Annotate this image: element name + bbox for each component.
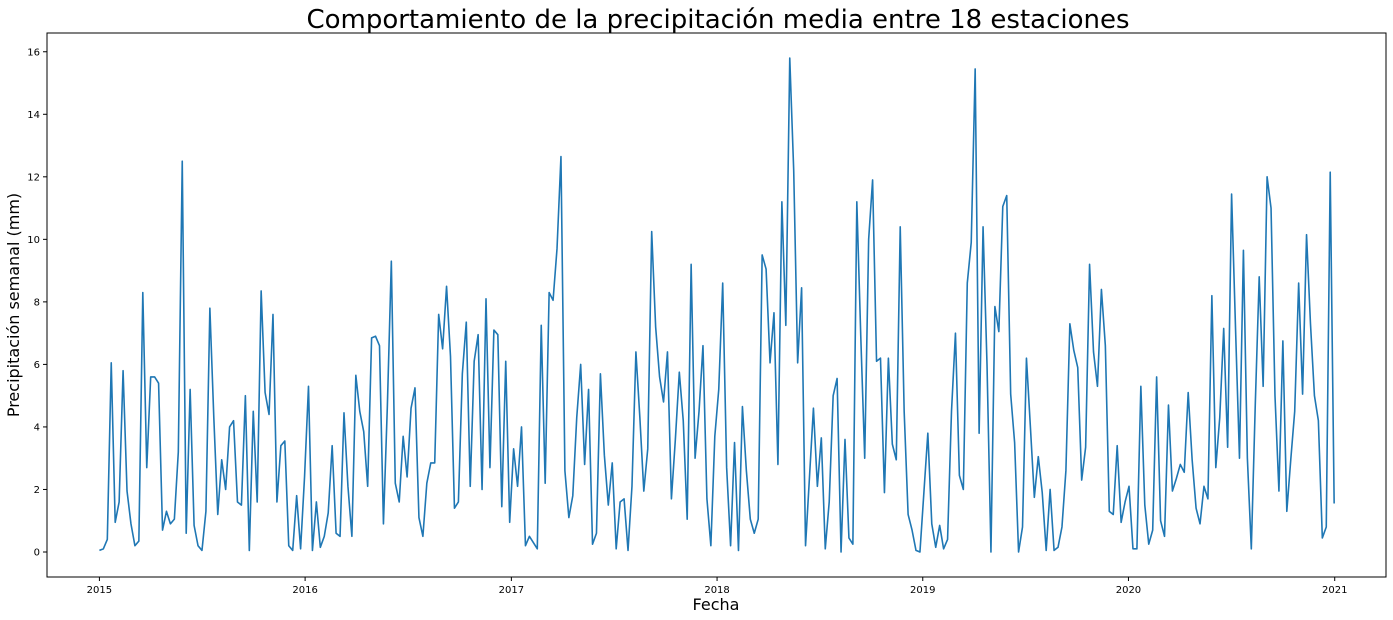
y-axis: 0 2 4 6 8 10 12 14 16 [27, 47, 47, 558]
y-tick-label: 12 [27, 172, 40, 183]
x-tick-label: 2019 [910, 585, 935, 596]
chart-title: Comportamiento de la precipitación media… [306, 5, 1129, 35]
y-tick-label: 0 [34, 547, 40, 558]
x-tick-label: 2017 [499, 585, 524, 596]
plot-area: 2015 2016 2017 2018 2019 2020 2021 0 2 4 6 8 10 12 14… [27, 32, 1387, 596]
x-axis-title: Fecha [693, 595, 740, 614]
y-tick-label: 16 [27, 47, 40, 58]
x-tick-label: 2018 [704, 585, 729, 596]
x-tick-label: 2020 [1116, 585, 1141, 596]
y-axis-title: Precipitación semanal (mm) [4, 193, 23, 417]
y-tick-label: 14 [27, 110, 40, 121]
plot-frame [46, 32, 1387, 578]
y-tick-label: 2 [34, 485, 40, 496]
x-tick-label: 2016 [292, 585, 317, 596]
x-tick-label: 2015 [87, 585, 112, 596]
y-tick-label: 6 [34, 360, 40, 371]
y-tick-label: 8 [34, 297, 40, 308]
x-axis: 2015 2016 2017 2018 2019 2020 2021 [87, 577, 1347, 596]
x-tick-label: 2021 [1322, 585, 1347, 596]
y-tick-label: 10 [27, 235, 40, 246]
series-line [99, 57, 1335, 553]
y-tick-label: 4 [34, 422, 40, 433]
